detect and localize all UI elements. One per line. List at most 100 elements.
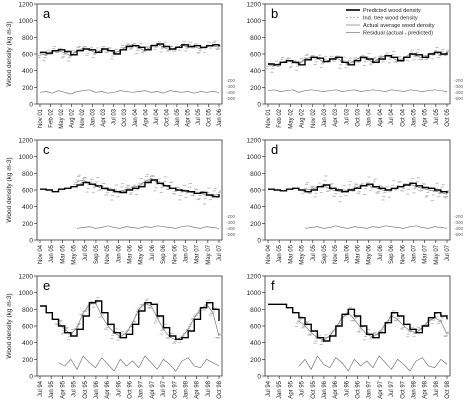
residual-tick-label: -200	[226, 78, 236, 83]
y-tick-label: 800	[250, 35, 261, 42]
x-tick-label: Apr 96	[333, 380, 339, 398]
panel-letter: c	[43, 142, 50, 157]
x-tick-label: Feb 02	[49, 108, 55, 127]
x-tick-label: Jul 04	[389, 108, 395, 125]
x-tick-label: Nov 04	[266, 244, 272, 264]
x-tick-label: Jul 98	[206, 380, 212, 397]
residual-tick-label: -400	[454, 90, 464, 95]
residual-line	[39, 89, 220, 95]
x-tick-label: Nov 06	[400, 244, 406, 264]
x-tick-label: Mar 06	[356, 244, 362, 263]
x-tick-label: Oct 96	[356, 380, 362, 398]
x-tick-label: Jan 07	[411, 244, 417, 263]
x-tick-label: Jan 97	[139, 380, 145, 399]
y-axis-label: Wood density (kg m-3)	[6, 21, 13, 86]
x-tick-label: Nov 02	[311, 108, 317, 128]
x-tick-label: Jul 03	[112, 108, 118, 125]
x-tick-label: Apr 05	[185, 108, 191, 126]
residual-tick-label: -400	[226, 226, 236, 231]
actual-average-line	[267, 51, 448, 67]
x-tick-label: Jan 96	[322, 380, 328, 399]
y-tick-label: 600	[22, 188, 33, 195]
y-tick-label: 0	[257, 102, 261, 109]
y-tick-label: 600	[250, 324, 261, 331]
x-tick-label: Jan 95	[49, 380, 55, 399]
x-tick-label: Jul 05	[434, 108, 440, 125]
x-tick-label: Jan 05	[277, 244, 283, 263]
predicted-line	[268, 182, 448, 194]
x-tick-label: Jul 96	[116, 380, 122, 397]
x-tick-label: Sep 05	[94, 244, 100, 264]
panel-letter: d	[271, 142, 278, 157]
legend: Predicted wood density Ind. tree wood den…	[346, 8, 435, 37]
y-tick-label: 0	[29, 238, 33, 245]
y-tick-label: 1000	[19, 290, 34, 297]
x-tick-label: May 07	[206, 244, 212, 264]
x-tick-label: Jan 03	[322, 108, 328, 127]
x-tick-label: Jan 96	[94, 380, 100, 399]
legend-label: Actual average wood density	[363, 23, 435, 29]
x-tick-label: May 05	[300, 244, 306, 264]
residual-line	[267, 89, 448, 93]
x-tick-label: Apr 98	[423, 380, 429, 398]
x-tick-label: Jan 06	[217, 108, 223, 127]
x-tick-label: Jul 95	[72, 380, 78, 397]
x-tick-label: Jul 06	[150, 244, 156, 261]
x-tick-label: Apr 03	[101, 108, 107, 126]
predicted-line	[40, 300, 220, 341]
x-tick-label: Oct 05	[445, 108, 451, 126]
y-tick-label: 200	[22, 221, 33, 228]
x-tick-label: Apr 97	[378, 380, 384, 398]
y-tick-label: 800	[250, 307, 261, 314]
x-tick-label: Jul 04	[154, 108, 160, 125]
panel-a: 0 200 400 600 800 1000 1200 -200-300-400-500 Woo…	[6, 2, 236, 129]
x-tick-label: Sep 06	[389, 244, 395, 264]
x-tick-label: Jan 95	[277, 380, 283, 399]
x-tick-label: Jan 97	[367, 380, 373, 399]
x-tick-label: Apr 04	[143, 108, 149, 126]
y-tick-label: 0	[29, 102, 33, 109]
x-tick-label: Oct 05	[206, 108, 212, 126]
x-tick-label: Jan 05	[175, 108, 181, 127]
y-tick-label: 600	[22, 52, 33, 59]
y-tick-label: 400	[250, 68, 261, 75]
residual-tick-label: -400	[454, 226, 464, 231]
x-tick-label: Jul 95	[300, 380, 306, 397]
y-tick-label: 400	[22, 340, 33, 347]
x-tick-label: Oct 98	[445, 380, 451, 398]
legend-label: Ind. tree wood density	[363, 16, 418, 22]
x-tick-label: Jan 05	[49, 244, 55, 263]
x-tick-label: Sep 05	[322, 244, 328, 264]
x-tick-label: Oct 04	[400, 108, 406, 126]
x-tick-label: Mar 05	[288, 244, 294, 263]
y-tick-label: 1200	[247, 274, 262, 281]
x-tick-label: Jul 05	[196, 108, 202, 125]
y-tick-label: 800	[22, 171, 33, 178]
legend-label: Predicted wood density	[363, 8, 421, 14]
y-tick-label: 600	[250, 188, 261, 195]
residual-tick-label: -500	[454, 96, 464, 101]
x-tick-label: Apr 95	[288, 380, 294, 398]
predicted-line	[40, 43, 220, 56]
residual-line	[76, 225, 220, 229]
residual-tick-label: -200	[454, 214, 464, 219]
y-tick-label: 0	[29, 374, 33, 381]
residual-tick-label: -300	[226, 84, 236, 89]
x-tick-label: Jul 96	[344, 380, 350, 397]
x-tick-label: Nov 06	[172, 244, 178, 264]
panel-d: 0 200 400 600 800 1000 1200 -200-300-400-500 Nov…	[247, 138, 464, 265]
x-tick-label: Oct 97	[172, 380, 178, 398]
y-tick-label: 1200	[19, 2, 34, 9]
x-tick-label: Jan 04	[133, 108, 139, 127]
x-tick-label: Jul 97	[389, 380, 395, 397]
y-tick-label: 800	[22, 307, 33, 314]
x-tick-label: Apr 03	[333, 108, 339, 126]
y-tick-label: 1200	[19, 138, 34, 145]
x-tick-label: Jul 98	[434, 380, 440, 397]
x-tick-label: Jan 04	[367, 108, 373, 127]
y-tick-label: 800	[250, 171, 261, 178]
x-tick-label: Apr 98	[195, 380, 201, 398]
x-tick-label: Nov 04	[38, 244, 44, 264]
x-tick-label: Mar 06	[128, 244, 134, 263]
